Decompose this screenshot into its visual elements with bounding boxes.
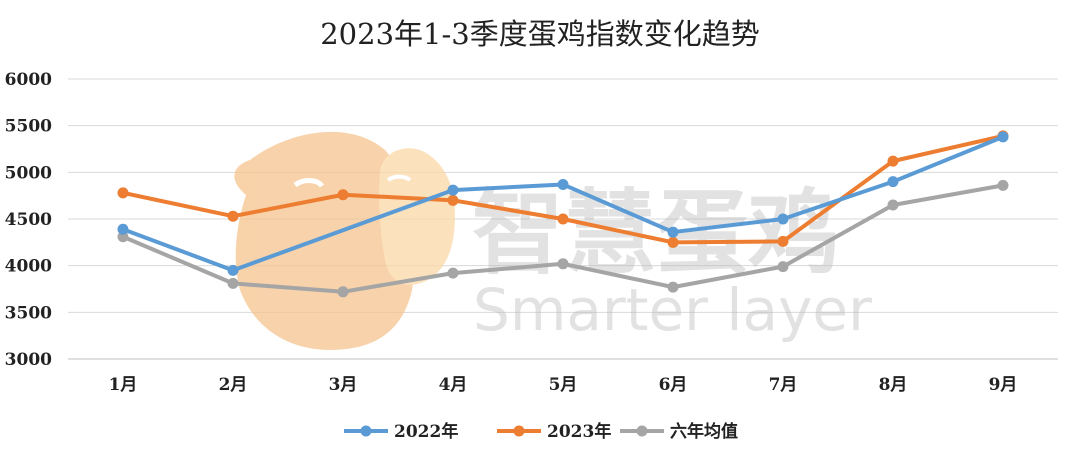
legend-item: 2023年 — [497, 421, 611, 442]
data-point — [667, 281, 679, 293]
data-point — [227, 264, 239, 276]
legend-label: 2022年 — [394, 421, 458, 442]
data-point — [887, 155, 899, 167]
x-axis: 1月 2月 3月 4月 5月 6月 7月 8月 9月 — [109, 375, 1018, 395]
watermark-logo-face — [234, 131, 416, 350]
legend-label: 2023年 — [547, 421, 611, 442]
data-point — [337, 189, 349, 201]
legend-item: 六年均值 — [620, 421, 738, 442]
data-point — [887, 199, 899, 211]
legend: 2022年 2023年 六年均值 — [344, 421, 738, 442]
legend-marker — [360, 425, 372, 437]
series-line — [121, 134, 1005, 273]
data-point — [337, 286, 349, 298]
x-tick-label: 4月 — [439, 375, 468, 395]
data-point — [447, 184, 459, 196]
y-tick-label: 5000 — [5, 163, 52, 183]
data-point — [997, 131, 1009, 143]
series-六年均值 — [117, 179, 1009, 298]
x-tick-label: 3月 — [329, 375, 358, 395]
x-tick-label: 2月 — [219, 375, 248, 395]
y-tick-label: 3000 — [5, 350, 52, 370]
x-tick-label: 5月 — [549, 375, 578, 395]
data-point — [557, 178, 569, 190]
data-point — [117, 187, 129, 199]
legend-label: 六年均值 — [670, 421, 738, 442]
y-tick-label: 4000 — [5, 257, 52, 277]
data-point — [117, 223, 129, 235]
legend-item: 2022年 — [344, 421, 458, 442]
data-point — [667, 226, 679, 238]
x-tick-label: 8月 — [879, 375, 908, 395]
data-point — [997, 179, 1009, 191]
y-tick-label: 6000 — [5, 70, 52, 90]
watermark-logo-eye-b — [386, 174, 412, 182]
legend-marker — [636, 425, 648, 437]
chart-title: 2023年1-3季度蛋鸡指数变化趋势 — [320, 17, 760, 51]
series-layer — [117, 130, 1009, 298]
y-tick-label: 4500 — [5, 210, 52, 230]
data-point — [447, 194, 459, 206]
x-tick-label: 1月 — [109, 375, 138, 395]
y-tick-label: 5500 — [5, 117, 52, 137]
series-2022年 — [117, 131, 1009, 276]
legend-marker — [513, 425, 525, 437]
watermark-logo-head — [379, 148, 455, 285]
data-point — [667, 236, 679, 248]
data-point — [777, 235, 789, 247]
data-point — [887, 176, 899, 188]
data-point — [557, 213, 569, 225]
data-point — [447, 267, 459, 279]
x-tick-label: 7月 — [769, 375, 798, 395]
x-tick-label: 6月 — [659, 375, 688, 395]
watermark-logo-eye-a — [293, 178, 325, 188]
data-point — [227, 210, 239, 222]
data-point — [777, 213, 789, 225]
data-point — [777, 261, 789, 273]
data-point — [227, 277, 239, 289]
x-tick-label: 9月 — [989, 375, 1018, 395]
data-point — [557, 258, 569, 270]
y-axis: 3000 3500 4000 4500 5000 5500 6000 — [5, 70, 52, 370]
y-tick-label: 3500 — [5, 303, 52, 323]
